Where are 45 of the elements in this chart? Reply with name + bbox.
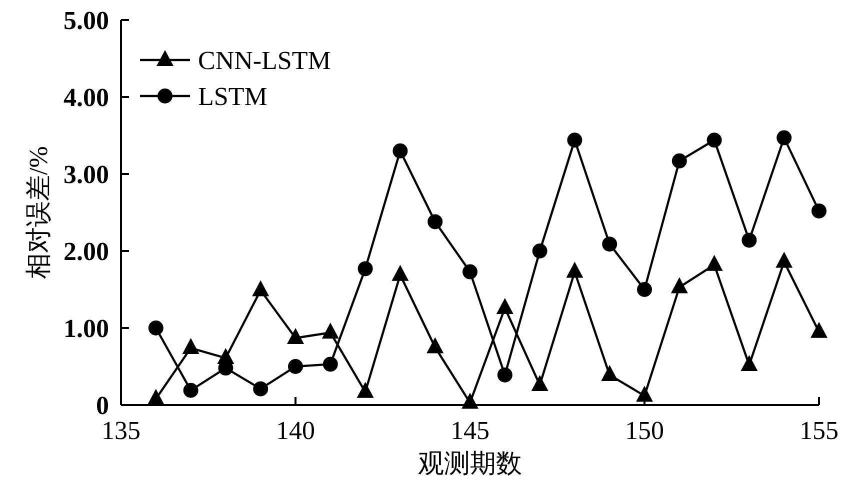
point <box>358 261 373 276</box>
point <box>182 338 200 354</box>
point <box>740 354 758 371</box>
legend-label: LSTM <box>198 82 268 111</box>
point <box>356 382 374 398</box>
point <box>602 236 618 252</box>
x-tick-label: 140 <box>276 416 315 445</box>
y-tick-label: 2.00 <box>64 237 109 266</box>
point <box>601 364 618 381</box>
point <box>672 153 687 168</box>
point <box>636 386 653 402</box>
point <box>812 203 826 218</box>
point <box>566 262 584 278</box>
point <box>322 322 339 339</box>
point <box>637 282 652 297</box>
point <box>567 132 582 148</box>
y-tick-label: 4.00 <box>64 83 109 112</box>
point <box>670 277 688 294</box>
point <box>392 143 408 158</box>
point <box>428 214 443 230</box>
point <box>287 328 304 344</box>
point <box>706 254 723 271</box>
point <box>706 132 722 148</box>
x-axis-title: 观测期数 <box>418 449 522 478</box>
point <box>462 392 478 409</box>
point <box>776 130 792 146</box>
point <box>392 264 409 281</box>
y-axis-title: 相对误差/% <box>24 146 53 279</box>
point <box>531 374 548 391</box>
point <box>462 264 478 280</box>
point <box>147 388 164 405</box>
point <box>532 244 548 258</box>
x-tick-label: 155 <box>800 416 838 445</box>
point <box>742 232 757 248</box>
x-tick-label: 145 <box>450 416 490 445</box>
legend-label: CNN-LSTM <box>198 46 331 75</box>
point <box>252 280 270 296</box>
y-tick-label: 3.00 <box>64 160 109 189</box>
point <box>776 252 793 268</box>
point <box>426 337 444 354</box>
y-tick-label: 5.00 <box>64 6 109 35</box>
y-tick-label: 1.00 <box>64 314 109 343</box>
x-tick-label: 150 <box>625 416 664 445</box>
point <box>496 298 514 314</box>
point <box>810 322 828 338</box>
